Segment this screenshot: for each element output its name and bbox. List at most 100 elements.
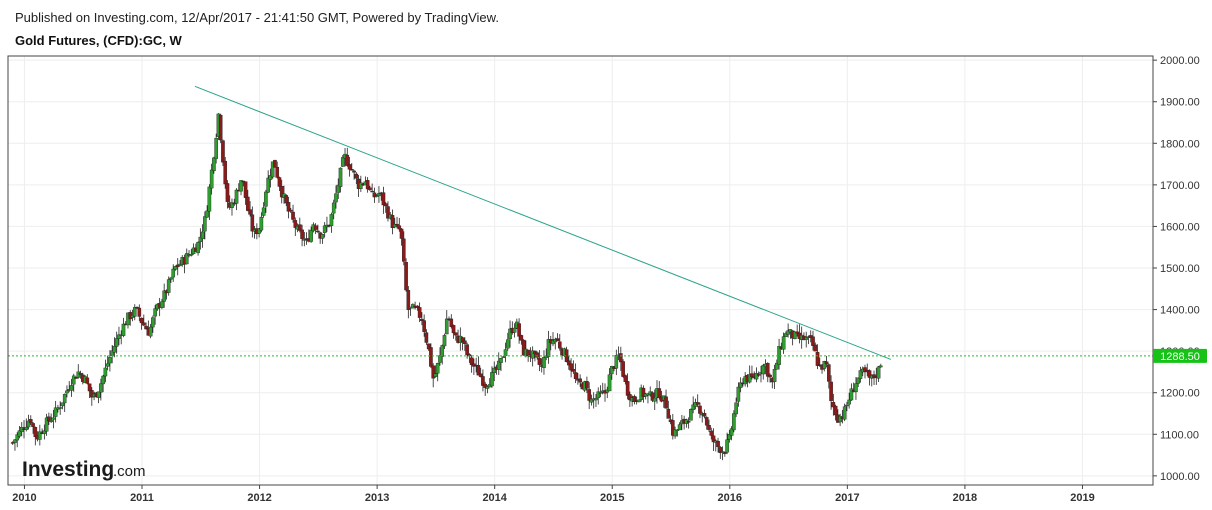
candle <box>609 365 614 375</box>
candle <box>340 157 345 167</box>
candle <box>492 367 497 373</box>
time-axis[interactable]: 2010 2011 2012 2013 2014 2015 2016 2017 2018 2019 <box>12 485 1095 504</box>
candle <box>372 192 377 198</box>
candle <box>460 337 465 343</box>
candle <box>829 381 833 402</box>
candle <box>781 336 786 350</box>
candle <box>811 336 815 346</box>
candle <box>716 440 720 448</box>
candle <box>209 169 214 189</box>
candle <box>727 434 732 440</box>
candle <box>350 168 354 171</box>
candle <box>517 323 521 337</box>
candle <box>736 386 741 402</box>
candle <box>334 193 338 203</box>
publish-info: Published on Investing.com, 12/Apr/2017 … <box>15 10 499 25</box>
candle <box>196 241 200 254</box>
current-price-tag-bg <box>1153 348 1207 363</box>
candle <box>709 430 714 436</box>
candle <box>435 363 440 374</box>
candle <box>637 399 641 403</box>
candle <box>503 349 508 357</box>
logo-brand: Investing <box>22 458 114 481</box>
candle <box>214 137 218 159</box>
candle <box>664 396 668 409</box>
candle <box>383 203 388 207</box>
candle <box>173 266 178 270</box>
candle <box>96 391 101 398</box>
candle <box>144 325 148 330</box>
plot-frame <box>7 55 1154 486</box>
x-tick-label: 2010 <box>12 492 36 504</box>
candle <box>707 425 711 430</box>
candle <box>652 397 657 402</box>
candle <box>270 161 275 178</box>
candle <box>533 350 537 354</box>
candle <box>772 368 777 382</box>
x-tick-label: 2017 <box>835 492 859 504</box>
candle <box>838 415 842 423</box>
candle <box>284 195 289 204</box>
candle <box>370 190 374 193</box>
candle <box>573 372 578 379</box>
candle <box>112 345 117 353</box>
candle <box>257 228 261 234</box>
candle <box>148 326 153 337</box>
candle <box>368 187 372 190</box>
candle <box>345 154 350 166</box>
y-tick-label: 1600.00 <box>1160 221 1200 233</box>
x-tick-label: 2015 <box>600 492 624 504</box>
candle <box>58 407 62 409</box>
candle <box>184 253 189 265</box>
candle <box>207 186 212 212</box>
candle <box>420 318 424 321</box>
candle <box>535 352 539 358</box>
candle <box>695 402 700 405</box>
current-price-label: 1288.50 <box>1160 351 1200 363</box>
candle <box>483 383 487 388</box>
candle <box>44 417 49 432</box>
trendline[interactable] <box>194 85 892 360</box>
candle <box>169 277 173 280</box>
candle <box>69 385 74 391</box>
candle <box>623 375 628 382</box>
candle <box>521 339 526 356</box>
candle <box>569 363 573 371</box>
candle <box>395 223 399 226</box>
candle <box>166 279 171 293</box>
candle <box>625 381 630 396</box>
candle <box>598 392 603 394</box>
chart-symbol-title: Gold Futures, (CFD):GC, W <box>15 33 182 48</box>
candle <box>833 405 838 416</box>
candle <box>775 362 779 370</box>
candle <box>465 344 469 356</box>
candle <box>754 373 759 380</box>
candle <box>849 388 854 401</box>
candle <box>557 341 562 349</box>
candle <box>444 318 449 335</box>
candle <box>62 394 67 404</box>
candle <box>132 307 137 317</box>
y-tick-label: 1100.00 <box>1160 429 1199 441</box>
candle <box>621 361 625 377</box>
candle <box>65 390 69 394</box>
candle <box>768 374 772 378</box>
candle <box>793 331 797 339</box>
candle <box>275 166 280 178</box>
candle <box>765 363 770 377</box>
candle <box>734 402 738 415</box>
candle <box>519 335 524 341</box>
candle <box>49 420 53 423</box>
candle <box>309 229 313 242</box>
candle <box>512 327 517 333</box>
candle <box>246 196 250 211</box>
candle <box>711 435 716 443</box>
candle <box>415 305 420 309</box>
candle <box>632 396 637 403</box>
price-axis[interactable]: 1000.001100.001200.001300.001400.001500.… <box>1153 55 1200 483</box>
candle <box>151 317 155 328</box>
candle <box>404 262 408 291</box>
candle <box>239 180 243 192</box>
candle <box>225 183 230 202</box>
